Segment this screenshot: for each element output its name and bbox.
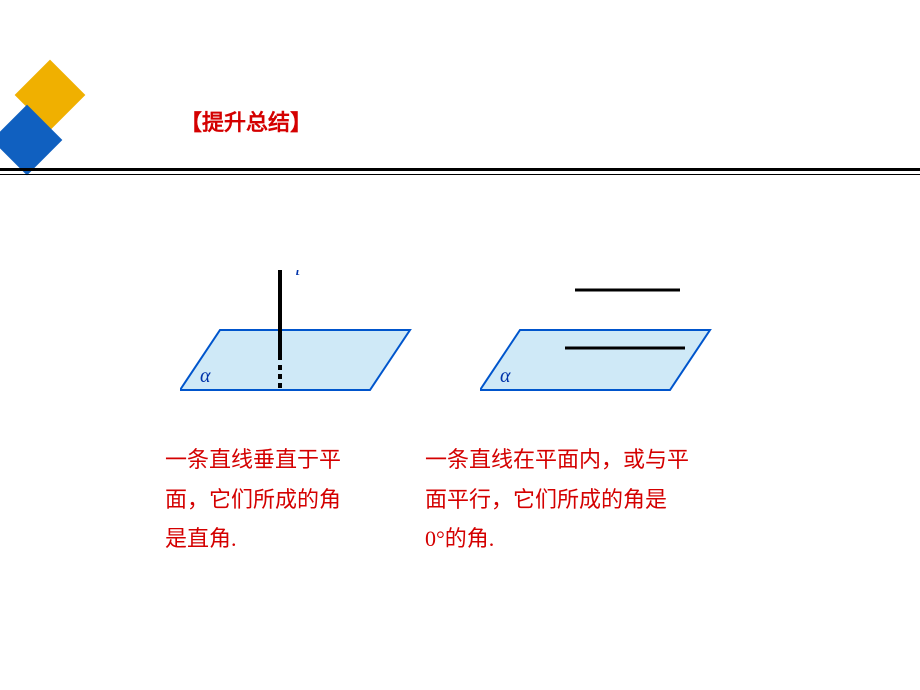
caption-left-line3: 是直角. — [165, 519, 341, 559]
diagram-right-svg: α — [480, 270, 730, 410]
title-text: 【提升总结】 — [180, 110, 312, 135]
caption-parallel: 一条直线在平面内，或与平 面平行，它们所成的角是 0°的角. — [425, 440, 689, 559]
caption-left-line1: 一条直线垂直于平 — [165, 440, 341, 480]
divider-thin — [0, 174, 920, 175]
plane-left — [180, 330, 410, 390]
caption-left-line2: 面，它们所成的角 — [165, 480, 341, 520]
caption-right-line2: 面平行，它们所成的角是 — [425, 480, 689, 520]
section-title: 【提升总结】 — [180, 105, 312, 137]
divider-thick — [0, 168, 920, 171]
diagram-perpendicular: l α — [180, 270, 430, 415]
caption-perpendicular: 一条直线垂直于平 面，它们所成的角 是直角. — [165, 440, 341, 559]
diagram-parallel: α — [480, 270, 730, 415]
plane-right — [480, 330, 710, 390]
caption-right-line1: 一条直线在平面内，或与平 — [425, 440, 689, 480]
label-alpha-left: α — [200, 365, 211, 387]
caption-right-line3: 0°的角. — [425, 519, 689, 559]
label-alpha-right: α — [500, 365, 511, 387]
label-l: l — [295, 270, 301, 280]
diagram-left-svg: l α — [180, 270, 430, 410]
